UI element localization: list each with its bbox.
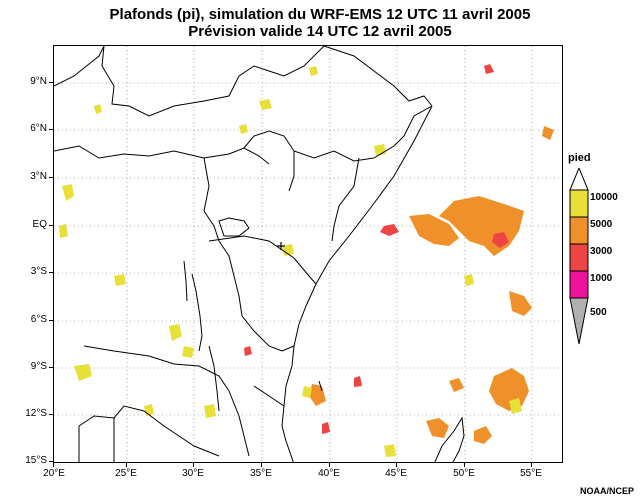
lon-tick (126, 463, 127, 467)
lon-label: 55°E (520, 468, 542, 479)
legend-top-arrow (569, 168, 589, 191)
legend-label: 3000 (590, 246, 613, 257)
legend-swatch-3000 (569, 243, 589, 272)
chart-title: Plafonds (pi), simulation du WRF-EMS 12 … (109, 6, 531, 23)
lat-label: 3°S (30, 266, 47, 277)
lon-tick (531, 463, 532, 467)
lat-label: 9°S (30, 361, 47, 372)
map-svg (54, 46, 562, 462)
lat-tick (49, 461, 53, 462)
legend-title: pied (568, 152, 591, 164)
lat-label: 9°N (30, 76, 47, 87)
location-marker (277, 242, 285, 250)
credit-text: NOAA/NCEP (579, 486, 634, 496)
legend-label: 5000 (590, 219, 613, 230)
legend-label: 10000 (590, 192, 618, 203)
lon-label: 40°E (318, 468, 340, 479)
lat-tick (49, 320, 53, 321)
lon-label: 30°E (182, 468, 204, 479)
legend-swatch-1000 (569, 270, 589, 299)
lat-tick (49, 272, 53, 273)
ceiling-patches-yellow (59, 66, 522, 457)
lon-label: 25°E (115, 468, 137, 479)
lat-tick (49, 367, 53, 368)
ceiling-patches-red (244, 64, 509, 434)
lon-tick (329, 463, 330, 467)
legend-label: 500 (590, 307, 607, 318)
lon-label: 50°E (453, 468, 475, 479)
lat-label: 12°S (25, 408, 47, 419)
lat-tick (49, 129, 53, 130)
lon-label: 20°E (43, 468, 65, 479)
country-borders (54, 46, 465, 462)
lat-tick (49, 177, 53, 178)
lat-label: EQ (32, 219, 47, 230)
lon-tick (396, 463, 397, 467)
lat-tick (49, 82, 53, 83)
lon-tick (53, 463, 54, 467)
lat-tick (49, 225, 53, 226)
graticule (54, 46, 562, 462)
legend-swatch-5000 (569, 216, 589, 245)
lat-label: 3°N (30, 171, 47, 182)
legend-label: 1000 (590, 273, 613, 284)
legend-colorbar (569, 168, 589, 345)
lon-tick (261, 463, 262, 467)
legend-swatch-10000 (569, 189, 589, 218)
lat-label: 15°S (25, 455, 47, 466)
lon-label: 45°E (385, 468, 407, 479)
lon-tick (464, 463, 465, 467)
lon-tick (193, 463, 194, 467)
lat-label: 6°S (30, 314, 47, 325)
lat-tick (49, 414, 53, 415)
lon-label: 35°E (250, 468, 272, 479)
chart-subtitle: Prévision valide 14 UTC 12 avril 2005 (188, 23, 452, 40)
map-panel (53, 45, 563, 463)
legend-bottom-arrow (569, 297, 589, 345)
ceiling-patches-orange (309, 126, 554, 444)
lat-label: 6°N (30, 123, 47, 134)
